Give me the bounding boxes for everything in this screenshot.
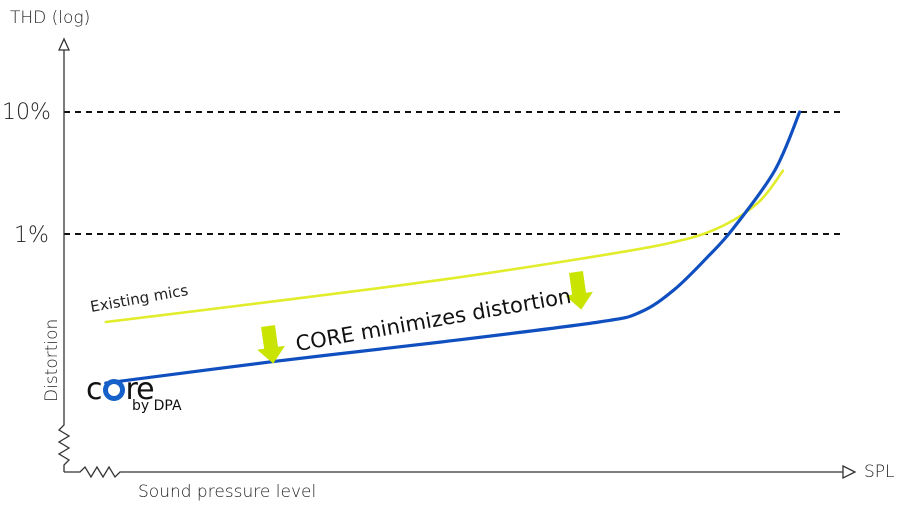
grid-lines [64, 111, 845, 235]
logo-word: c re [86, 372, 155, 407]
x-axis-title: SPL [864, 462, 895, 482]
x-axis-arrow [842, 464, 857, 480]
y-tick-label-1: 1% [14, 223, 49, 248]
y-tick-label-10: 10% [2, 100, 51, 125]
logo-o-icon [102, 379, 125, 401]
y-axis-title: THD (log) [10, 8, 91, 28]
dpa-core-logo: c re by DPA [86, 372, 206, 422]
y-axis-caption: Distortion [42, 318, 62, 402]
x-axis-line [64, 465, 845, 479]
logo-subtitle: by DPA [132, 398, 182, 414]
series-line-core [104, 110, 802, 385]
down-arrow-icon-1 [257, 325, 285, 364]
y-axis-line [57, 40, 71, 472]
y-axis-arrow [57, 37, 71, 51]
annotation-arrows [257, 271, 593, 364]
x-axis-caption: Sound pressure level [138, 482, 317, 502]
down-arrow-icon-2 [565, 271, 593, 310]
series-line-existing-mics [104, 169, 785, 324]
axes [57, 37, 857, 480]
series [104, 110, 802, 385]
